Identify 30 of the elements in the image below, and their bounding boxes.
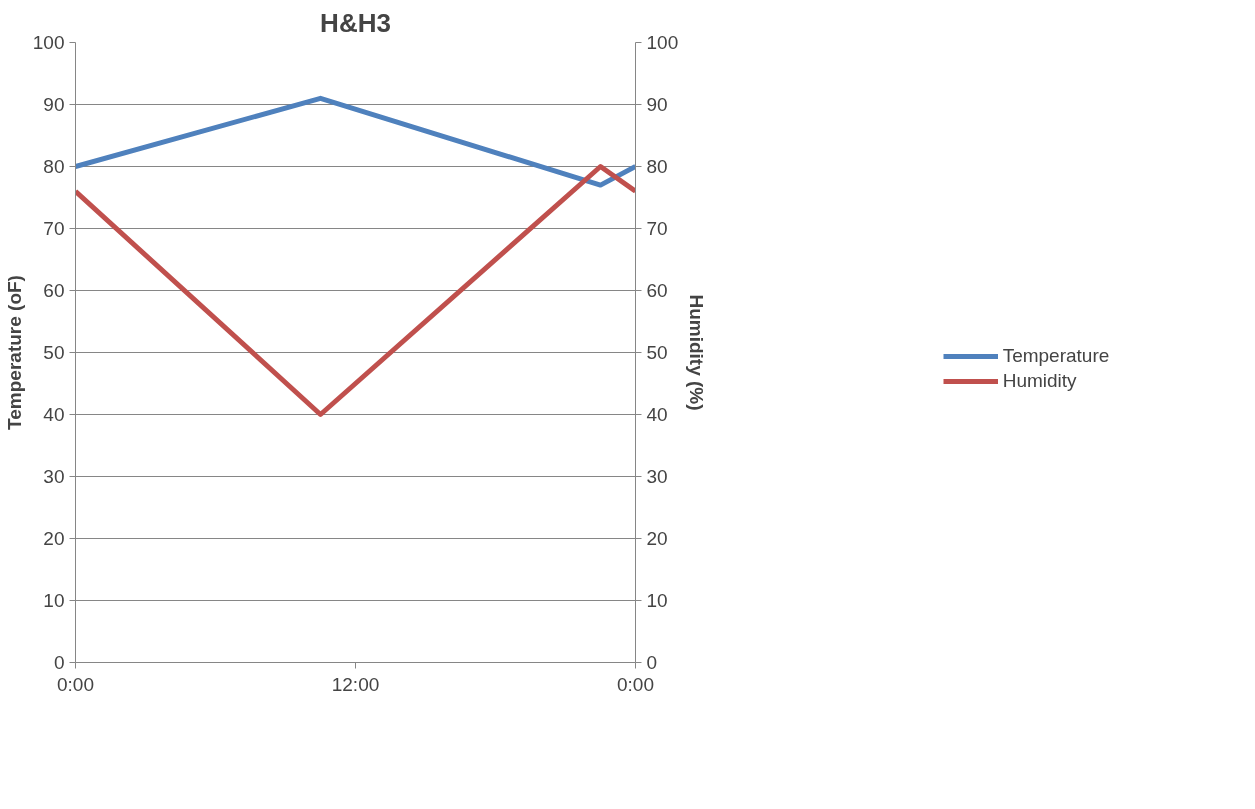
- x-tick-label: 0:00: [617, 673, 654, 695]
- y2-tick-label: 30: [646, 466, 668, 487]
- y-tick-label: 60: [43, 280, 65, 301]
- y2-tick-label: 100: [646, 32, 679, 53]
- y2-tick-label: 50: [646, 342, 668, 363]
- legend-label: Temperature: [1002, 345, 1110, 367]
- y2-tick-label: 90: [646, 94, 668, 115]
- x-tick-label: 12:00: [331, 673, 380, 695]
- y2-tick-label: 40: [646, 404, 668, 425]
- y-tick-label: 40: [43, 404, 65, 425]
- chart-title: H&H3: [320, 7, 391, 38]
- y-tick-label: 80: [43, 156, 65, 177]
- y-tick-label: 70: [43, 218, 65, 239]
- y-tick-label: 0: [53, 652, 65, 673]
- legend-label: Humidity: [1002, 370, 1077, 392]
- x-tick-label: 0:00: [57, 673, 94, 695]
- y2-tick-label: 20: [646, 528, 668, 549]
- y-tick-label: 20: [43, 528, 65, 549]
- y2-tick-label: 10: [646, 590, 668, 611]
- y-tick-label: 10: [43, 590, 65, 611]
- y-tick-label: 90: [43, 94, 65, 115]
- y2-tick-label: 80: [646, 156, 668, 177]
- y-tick-label: 50: [43, 342, 65, 363]
- y2-tick-label: 0: [646, 652, 658, 673]
- y-axis-title: Temperature (oF): [3, 275, 25, 430]
- y-tick-label: 30: [43, 466, 65, 487]
- y2-axis-title: Humidity (%): [686, 294, 708, 411]
- y-tick-label: 100: [32, 32, 65, 53]
- y2-tick-label: 70: [646, 218, 668, 239]
- y2-tick-label: 60: [646, 280, 668, 301]
